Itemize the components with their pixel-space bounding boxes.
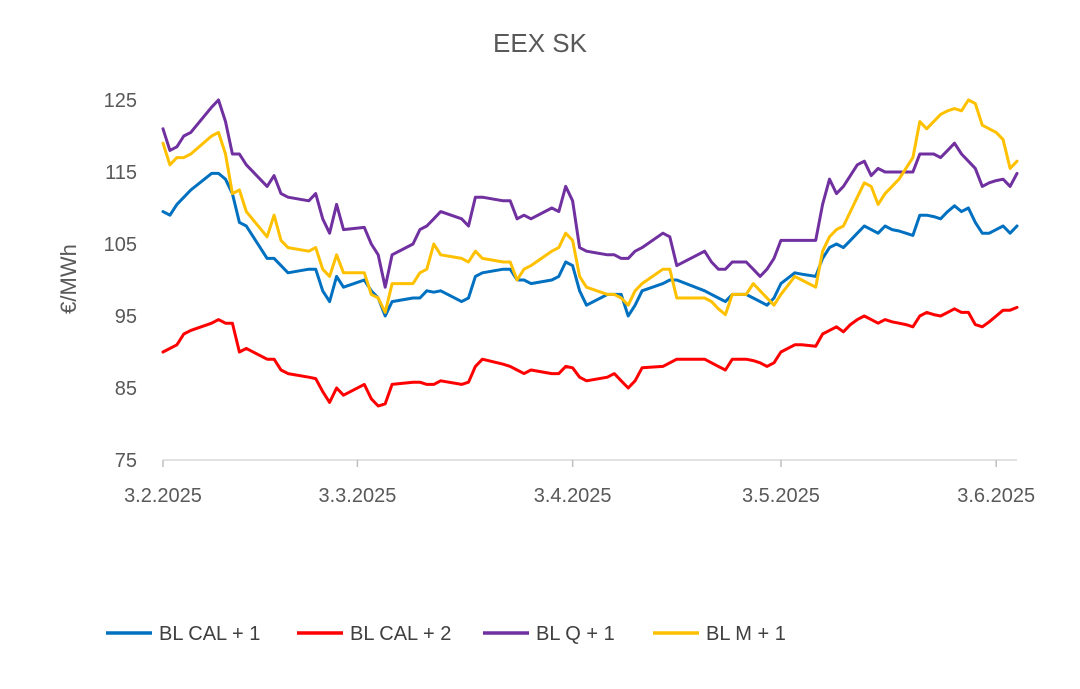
x-tick-label: 3.3.2025 — [318, 485, 396, 507]
series-line-2 — [161, 305, 1019, 408]
legend-label: BL CAL + 1 — [159, 623, 260, 645]
y-tick-label: 85 — [115, 378, 137, 400]
x-tick-label: 3.2.2025 — [124, 485, 202, 507]
legend-label: BL CAL + 2 — [350, 623, 451, 645]
x-tick-label: 3.4.2025 — [534, 485, 612, 507]
series-line-4 — [161, 98, 1019, 317]
y-tick-label: 105 — [104, 234, 137, 256]
x-tick-label: 3.6.2025 — [957, 485, 1035, 507]
x-tick-label: 3.5.2025 — [742, 485, 820, 507]
legend: BL CAL + 1 BL CAL + 2 BL Q + 1 BL M + 1 — [106, 623, 786, 645]
y-tick-label: 95 — [115, 306, 137, 328]
series-line-1 — [161, 171, 1019, 318]
legend-label: BL Q + 1 — [536, 623, 615, 645]
legend-label: BL M + 1 — [706, 623, 786, 645]
y-axis-ticks: 75 85 95 105 115 125 — [104, 90, 137, 472]
series-line-3 — [161, 98, 1019, 289]
y-tick-label: 125 — [104, 90, 137, 112]
series-layer — [161, 98, 1019, 408]
y-axis-label: €/MWh — [56, 244, 81, 314]
chart-title: EEX SK — [493, 28, 588, 58]
x-axis: 3.2.2025 3.3.2025 3.4.2025 3.5.2025 3.6.2025 — [124, 459, 1035, 507]
y-tick-label: 115 — [105, 162, 137, 184]
y-tick-label: 75 — [115, 450, 137, 472]
